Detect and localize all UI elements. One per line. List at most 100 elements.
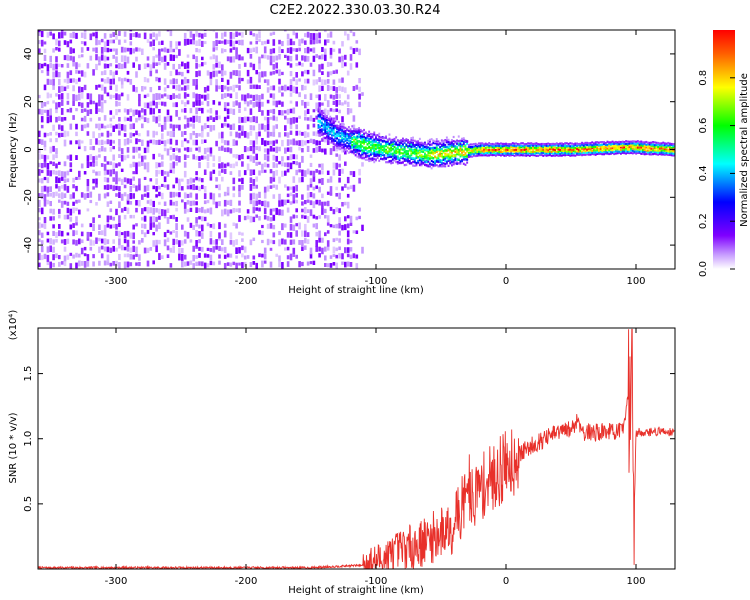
heatmap-cell: [135, 207, 138, 213]
heatmap-cell: [209, 176, 213, 181]
heatmap-cell: [281, 110, 284, 116]
heatmap-cell: [354, 138, 357, 141]
heatmap-cell: [80, 102, 84, 108]
heatmap-cell: [158, 222, 161, 229]
heatmap-cell: [132, 224, 135, 230]
heatmap-cell: [417, 145, 420, 148]
heatmap-cell: [201, 94, 204, 99]
snr-line: [38, 328, 675, 569]
heatmap-cell: [120, 155, 124, 162]
heatmap-cell: [427, 140, 430, 143]
heatmap-cell: [49, 238, 52, 245]
heatmap-cell: [434, 140, 436, 143]
heatmap-cell: [538, 153, 541, 157]
heatmap-cell: [163, 171, 167, 175]
heatmap-cell: [44, 24, 47, 29]
heatmap-cell: [255, 153, 258, 161]
heatmap-cell: [429, 147, 431, 150]
heatmap-cell: [272, 154, 276, 161]
heatmap-cell: [415, 150, 418, 153]
heatmap-cell: [478, 148, 480, 151]
heatmap-cell: [489, 152, 492, 155]
y-tick-label: 0: [23, 146, 34, 152]
heatmap-cell: [120, 92, 124, 97]
heatmap-cell: [380, 148, 382, 151]
heatmap-cell: [522, 148, 524, 151]
heatmap-cell: [403, 147, 406, 151]
heatmap-cell: [608, 145, 611, 148]
heatmap-cell: [158, 85, 161, 91]
heatmap-cell: [198, 252, 201, 258]
heatmap-cell: [158, 215, 161, 220]
heatmap-cell: [643, 153, 646, 156]
heatmap-cell: [378, 144, 381, 147]
heatmap-cell: [163, 116, 167, 123]
heatmap-cell: [331, 128, 333, 131]
heatmap-cell: [346, 215, 350, 219]
heatmap-cell: [212, 54, 216, 60]
heatmap-cell: [52, 24, 55, 27]
heatmap-cell: [500, 148, 502, 151]
heatmap-cell: [155, 162, 158, 169]
heatmap-cell: [562, 149, 565, 153]
heatmap-cell: [206, 147, 210, 153]
heatmap-cell: [530, 151, 533, 154]
heatmap-cell: [390, 152, 393, 155]
heatmap-cell: [186, 193, 190, 198]
heatmap-cell: [437, 149, 440, 152]
heatmap-cell: [106, 246, 110, 253]
heatmap-cell: [530, 152, 533, 155]
heatmap-cell: [118, 39, 121, 45]
heatmap-cell: [178, 41, 181, 46]
heatmap-cell: [601, 149, 604, 152]
heatmap-cell: [72, 239, 75, 245]
heatmap-cell: [618, 140, 621, 143]
heatmap-cell: [326, 178, 330, 183]
heatmap-cell: [241, 245, 244, 251]
heatmap-cell: [395, 152, 398, 155]
heatmap-cell: [420, 159, 423, 162]
heatmap-cell: [511, 144, 514, 147]
heatmap-cell: [109, 169, 113, 177]
heatmap-cell: [481, 151, 484, 154]
heatmap-cell: [63, 161, 67, 167]
heatmap-cell: [640, 148, 643, 151]
heatmap-cell: [52, 63, 55, 71]
heatmap-cell: [258, 131, 261, 137]
heatmap-cell: [161, 140, 164, 144]
heatmap-cell: [518, 152, 521, 155]
heatmap-cell: [266, 55, 270, 60]
heatmap-cell: [375, 139, 377, 143]
heatmap-cell: [442, 151, 445, 154]
heatmap-cell: [508, 154, 511, 157]
heatmap-cell: [55, 102, 58, 110]
heatmap-cell: [581, 150, 583, 153]
heatmap-cell: [89, 154, 93, 161]
heatmap-cell: [332, 86, 336, 91]
heatmap-cell: [667, 148, 670, 151]
heatmap-cell: [503, 144, 506, 147]
heatmap-cell: [269, 140, 273, 145]
heatmap-cell: [454, 141, 457, 144]
heatmap-cell: [132, 109, 135, 117]
heatmap-cell: [229, 253, 233, 258]
heatmap-cell: [532, 152, 534, 155]
heatmap-cell: [201, 40, 204, 47]
heatmap-cell: [278, 69, 281, 77]
heatmap-cell: [508, 148, 511, 151]
heatmap-cell: [80, 70, 84, 77]
heatmap-cell: [552, 150, 555, 153]
heatmap-cell: [215, 245, 218, 250]
heatmap-cell: [335, 223, 338, 229]
heatmap-cell: [356, 130, 359, 133]
heatmap-cell: [152, 215, 155, 223]
heatmap-cell: [430, 138, 433, 141]
heatmap-cell: [658, 149, 661, 152]
heatmap-cell: [462, 142, 465, 146]
heatmap-cell: [569, 148, 572, 151]
heatmap-cell: [638, 148, 641, 151]
heatmap-cell: [72, 56, 75, 63]
heatmap-cell: [63, 130, 67, 138]
heatmap-cell: [270, 25, 273, 30]
heatmap-cell: [221, 93, 224, 100]
